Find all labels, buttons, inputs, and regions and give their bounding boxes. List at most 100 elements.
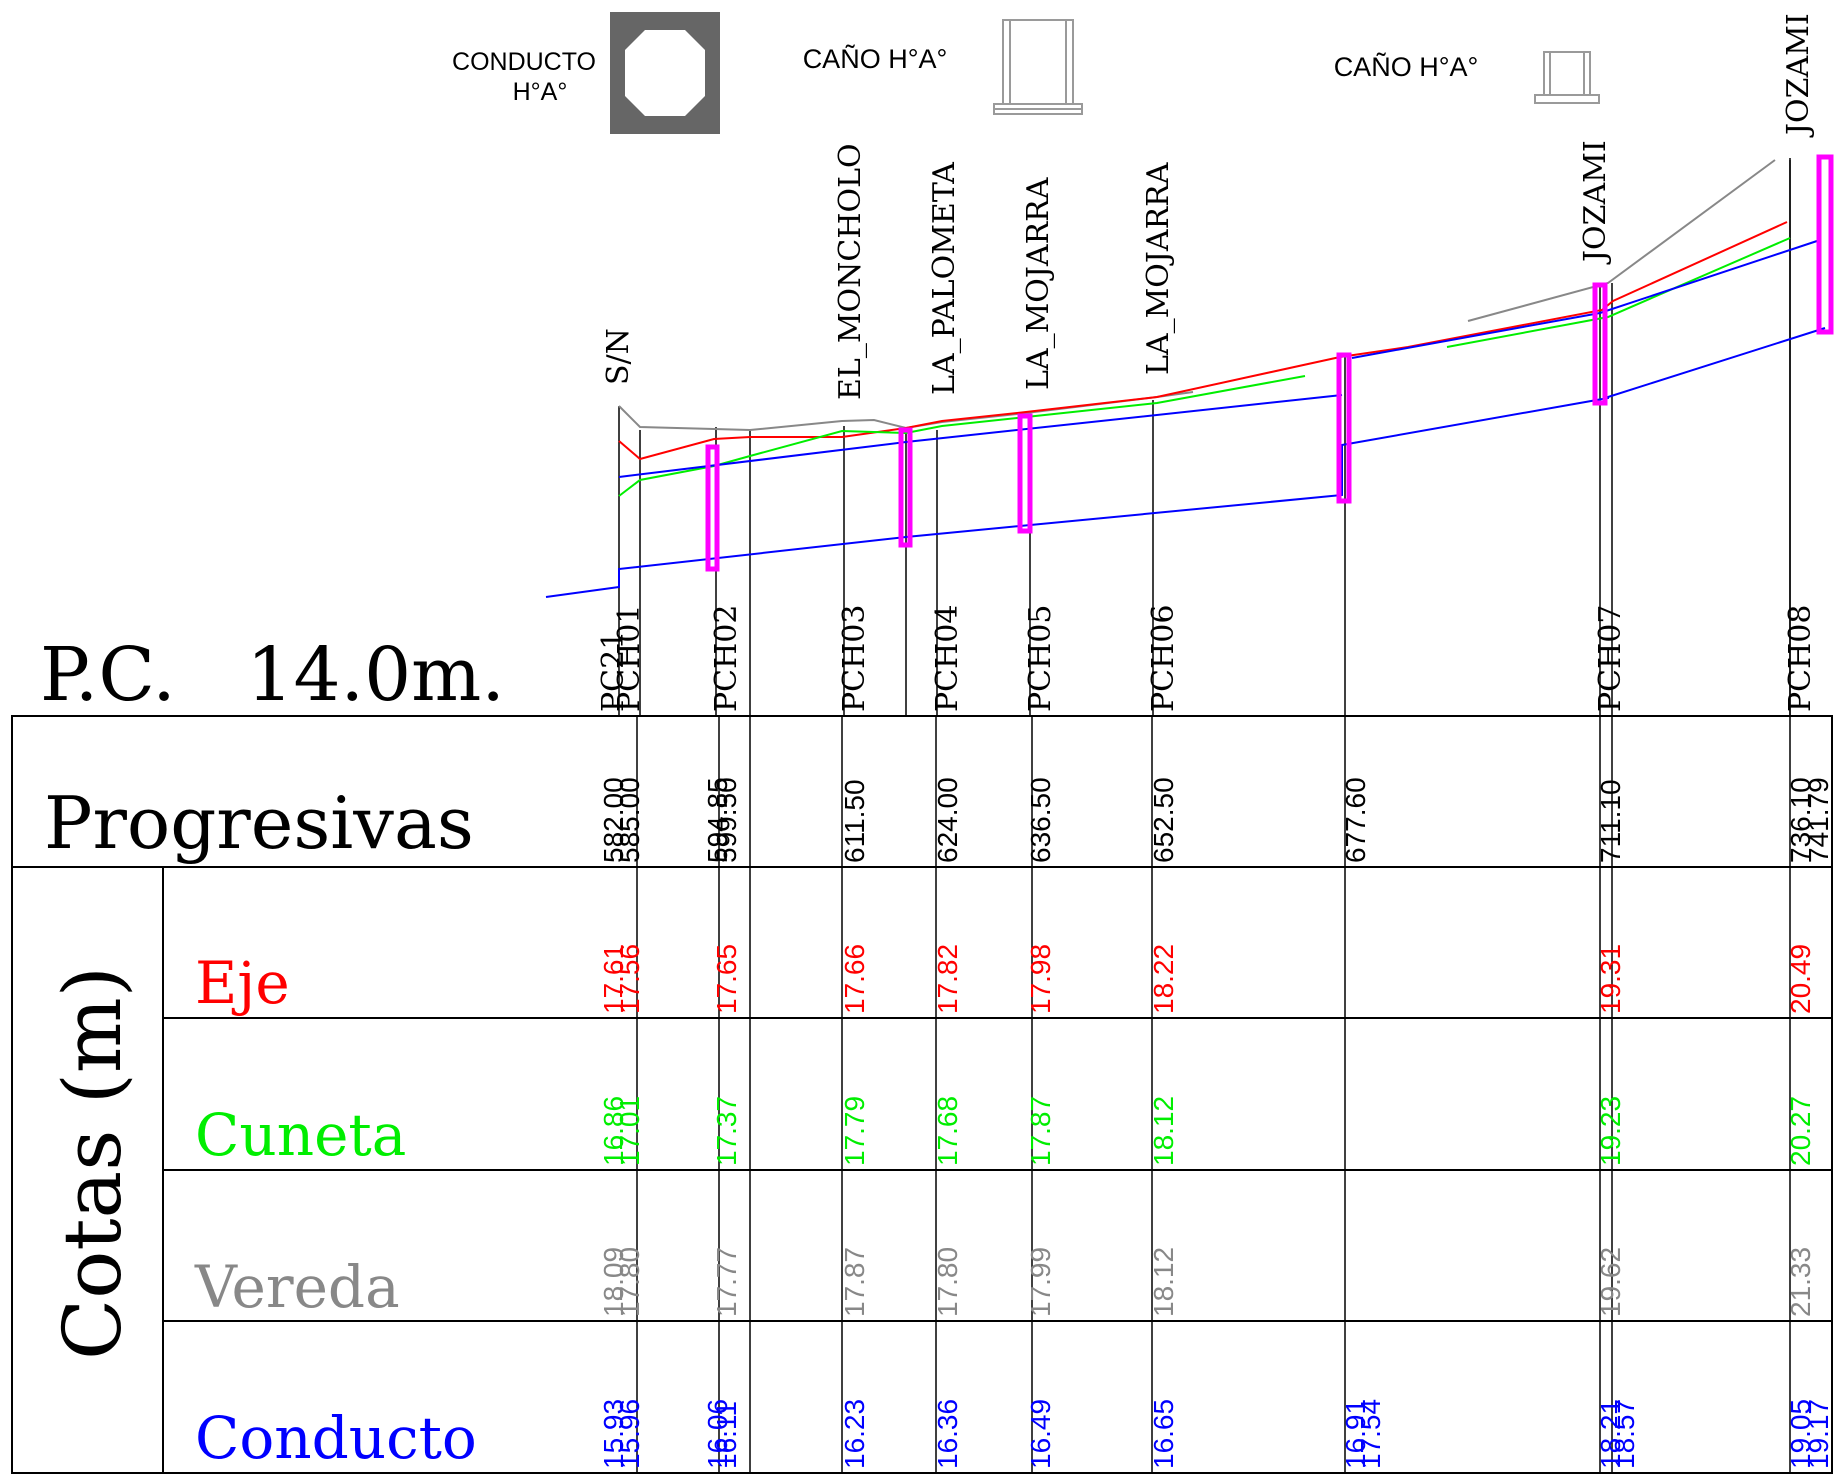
table-cell-prog: 741.79 <box>1803 777 1834 863</box>
table-cell-label: PCH06 <box>1146 605 1181 712</box>
table-values: PC21 582.00 17.61 16.86 18.09 15.93 PCH01 585.0… <box>596 605 1834 1469</box>
box-culvert-icon <box>610 12 720 134</box>
table-cell-prog: 636.50 <box>1025 777 1056 863</box>
eje-line <box>618 221 1788 461</box>
row-label-progresivas: Progresivas <box>44 781 474 865</box>
conducto-crown-line <box>618 394 1343 478</box>
table-cell-eje: 17.82 <box>932 944 963 1014</box>
vereda-line <box>618 391 1194 432</box>
table-cell-label: PCH07 <box>1593 605 1628 712</box>
row-label-conducto: Conducto <box>195 1404 477 1472</box>
street-name: LA_PALOMETA <box>927 162 962 395</box>
table-grid <box>11 715 1833 1474</box>
table-station-lines <box>636 716 1791 1473</box>
street-name: S/N <box>601 328 636 385</box>
table-cell-prog: 599.50 <box>711 777 742 863</box>
table-cell-conducto: 16.49 <box>1025 1399 1056 1469</box>
table-cell-label: PC21 <box>596 631 631 712</box>
street-name: JOZAMI <box>1578 140 1613 265</box>
table-cell-eje: 18.22 <box>1148 944 1179 1014</box>
table-cell-cuneta: 16.86 <box>598 1096 629 1166</box>
table-cell-conducto: 16.91 <box>1340 1399 1371 1469</box>
table-cell-conducto: 18.57 <box>1609 1399 1640 1469</box>
table-cell-prog: 736.10 <box>1785 777 1816 863</box>
pipe-icon <box>1534 51 1600 104</box>
table-cell-conducto: 15.96 <box>614 1399 645 1469</box>
chamber-pch05 <box>1017 413 1033 534</box>
chamber-677 <box>1336 352 1352 504</box>
legend-cano-label-1: CAÑO H°A° <box>803 43 948 74</box>
legend-cano-label-2: CAÑO H°A° <box>1334 51 1479 82</box>
table-cell-eje: 17.61 <box>598 944 629 1014</box>
table-cell-cuneta: 17.37 <box>711 1096 742 1166</box>
table-cell-vereda: 17.80 <box>614 1247 645 1317</box>
table-cell-conducto: 19.17 <box>1803 1399 1834 1469</box>
table-cell-vereda: 19.62 <box>1595 1247 1626 1317</box>
conducto-crown-line <box>1351 239 1821 359</box>
street-names: S/N EL_MONCHOLO LA_PALOMETA LA_MOJARRA LA_MO… <box>601 13 1816 400</box>
table-cell-cuneta: 20.27 <box>1785 1096 1816 1166</box>
table-cell-cuneta: 18.12 <box>1148 1096 1179 1166</box>
table-cell-conducto: 19.05 <box>1785 1399 1816 1469</box>
chamber-pch08 <box>1816 154 1834 335</box>
table-cell-conducto: 15.93 <box>598 1399 629 1469</box>
table-cell-vereda: 17.80 <box>932 1247 963 1317</box>
profile-table: P.C. 14.0m. Progresivas Cotas (m) Eje Cu… <box>11 605 1834 1474</box>
table-cell-prog: 585.00 <box>614 777 645 863</box>
table-cell-label: PCH04 <box>930 605 965 712</box>
chamber-marks <box>705 154 1834 572</box>
table-cell-eje: 17.98 <box>1025 944 1056 1014</box>
street-name: JOZAMI <box>1781 13 1816 138</box>
row-label-vereda: Vereda <box>194 1253 400 1321</box>
profile-drawing: S/N EL_MONCHOLO LA_PALOMETA LA_MOJARRA LA_MO… <box>545 13 1834 716</box>
table-cell-vereda: 18.09 <box>598 1247 629 1317</box>
table-cell-vereda: 17.77 <box>711 1247 742 1317</box>
table-cell-prog: 711.10 <box>1595 779 1626 863</box>
table-cell-vereda: 21.33 <box>1785 1247 1816 1317</box>
table-cell-cuneta: 17.79 <box>839 1096 870 1166</box>
table-cell-conducto: 16.11 <box>711 1401 742 1469</box>
pipe-icon <box>993 19 1083 115</box>
table-cell-label: PCH03 <box>837 605 872 712</box>
table-cell-eje: 17.56 <box>614 944 645 1014</box>
row-label-cuneta: Cuneta <box>195 1101 406 1169</box>
table-cell-label: PCH01 <box>612 605 647 712</box>
plane-of-comparison: P.C. 14.0m. <box>40 632 505 718</box>
table-cell-eje: 17.65 <box>711 944 742 1014</box>
table-cell-conducto: 16.36 <box>932 1399 963 1469</box>
chamber-pch02 <box>705 444 720 572</box>
table-cell-prog: 594.85 <box>702 777 733 863</box>
street-name: EL_MONCHOLO <box>833 143 868 400</box>
table-cell-cuneta: 19.23 <box>1595 1096 1626 1166</box>
vereda-line <box>1467 159 1776 322</box>
table-cell-prog: 611.50 <box>839 779 870 863</box>
table-cell-prog: 582.00 <box>598 777 629 863</box>
legend: CONDUCTO H°A° CAÑO H°A° CAÑO H°A° <box>452 12 1600 134</box>
table-cell-vereda: 18.12 <box>1148 1247 1179 1317</box>
table-cell-conducto: 16.23 <box>839 1399 870 1469</box>
table-cell-label: PCH08 <box>1783 605 1818 712</box>
table-cell-eje: 20.49 <box>1785 944 1816 1014</box>
row-label-eje: Eje <box>195 949 290 1017</box>
table-cell-conducto: 17.54 <box>1355 1399 1386 1469</box>
table-cell-cuneta: 17.87 <box>1025 1096 1056 1166</box>
table-cell-eje: 19.31 <box>1595 944 1626 1014</box>
row-label-cotas: Cotas (m) <box>46 966 139 1360</box>
table-cell-label: PCH05 <box>1023 605 1058 712</box>
table-cell-vereda: 17.87 <box>839 1247 870 1317</box>
table-cell-conducto: 16.65 <box>1148 1399 1179 1469</box>
legend-conducto-label-2: H°A° <box>513 78 568 106</box>
street-name: LA_MOJARRA <box>1141 162 1176 375</box>
conducto-invert-line <box>545 327 1826 598</box>
table-cell-cuneta: 17.01 <box>614 1096 645 1166</box>
table-cell-prog: 624.00 <box>932 777 963 863</box>
table-cell-prog: 652.50 <box>1148 777 1179 863</box>
cuneta-line <box>618 375 1306 497</box>
table-cell-vereda: 17.99 <box>1025 1247 1056 1317</box>
street-name: LA_MOJARRA <box>1021 177 1056 390</box>
table-cell-eje: 17.66 <box>839 944 870 1014</box>
table-cell-conducto: 18.21 <box>1595 1399 1626 1469</box>
table-cell-cuneta: 17.68 <box>932 1096 963 1166</box>
table-cell-conducto: 16.06 <box>702 1399 733 1469</box>
chamber-pch04 <box>898 427 913 548</box>
